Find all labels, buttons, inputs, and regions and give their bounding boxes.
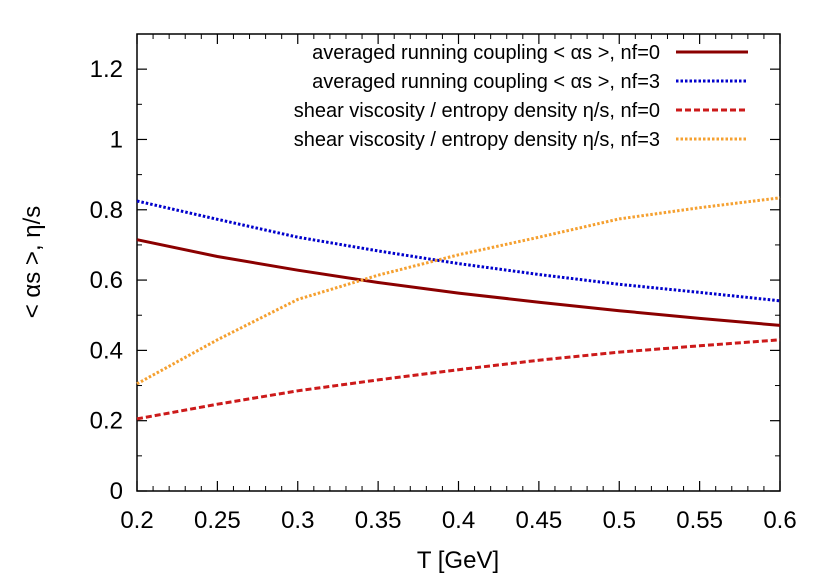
y-tick-label: 0.8 (90, 197, 123, 224)
y-tick-label: 0.4 (90, 337, 123, 364)
y-tick-label: 0 (110, 478, 123, 505)
legend-entry-label: averaged running coupling < αs >, nf=0 (312, 42, 660, 64)
legend-entry-label: averaged running coupling < αs >, nf=3 (312, 71, 660, 93)
x-tick-label: 0.35 (355, 507, 402, 534)
x-tick-label: 0.45 (516, 507, 563, 534)
x-tick-label: 0.5 (603, 507, 636, 534)
x-tick-label: 0.2 (120, 507, 153, 534)
x-tick-label: 0.55 (676, 507, 723, 534)
y-tick-label: 0.6 (90, 267, 123, 294)
legend: averaged running coupling < αs >, nf=0 av… (294, 42, 748, 151)
x-tick-label: 0.4 (442, 507, 475, 534)
y-tick-label: 1 (110, 126, 123, 153)
series-line-4 (136, 196, 781, 386)
series-line-1 (136, 238, 781, 327)
x-axis-label: T [GeV] (417, 547, 499, 574)
y-axis-label: < αs >, η/s (19, 206, 46, 319)
x-tick-label: 0.3 (281, 507, 314, 534)
x-tick-label: 0.25 (194, 507, 241, 534)
y-tick-label: 1.2 (90, 56, 123, 83)
axis-ticks: 0.2 0.25 0.3 0.35 0.4 0.45 0.5 0.55 0.600.20.40.… (90, 33, 797, 534)
series-lines (136, 196, 781, 421)
series-line-3 (136, 338, 781, 421)
y-tick-label: 0.2 (90, 408, 123, 435)
legend-entry-label: shear viscosity / entropy density η/s, n… (294, 100, 660, 122)
series-line-2 (136, 199, 781, 303)
legend-entry-label: shear viscosity / entropy density η/s, n… (294, 129, 660, 151)
x-tick-label: 0.6 (763, 507, 796, 534)
